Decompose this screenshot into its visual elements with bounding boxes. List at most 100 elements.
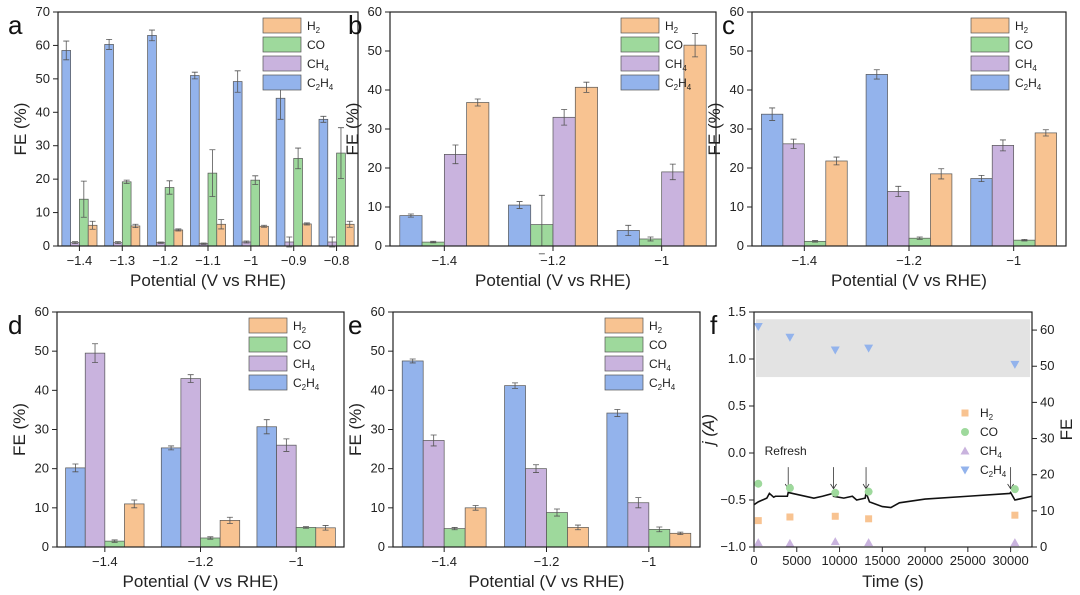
bar-H2-0 <box>466 102 490 247</box>
legend-label-CO: CO <box>307 38 325 52</box>
bar-H2-1 <box>567 527 589 548</box>
error-bar <box>63 40 70 61</box>
error-bar <box>243 240 250 244</box>
y-tick-label: 0 <box>42 539 49 554</box>
y2-tick-label: 30 <box>1040 431 1054 446</box>
error-bar <box>131 499 138 509</box>
error-bar <box>669 163 676 181</box>
bar-H2-2 <box>173 229 184 247</box>
error-bar <box>538 194 545 255</box>
x-tick-label: −1.2 <box>540 253 566 268</box>
error-bar <box>472 505 479 511</box>
panel-label: f <box>710 310 718 340</box>
legend-marker-CO <box>961 428 969 436</box>
bar-CH4-0 <box>782 143 805 247</box>
legend-label-H2: H2 <box>307 19 321 35</box>
plot-frame <box>751 11 1067 247</box>
panel-label: d <box>8 310 22 340</box>
bar-H2-1 <box>219 520 241 548</box>
point-CH4 <box>864 538 874 547</box>
y2-axis-label: FE <box>1057 419 1076 441</box>
x-tick-label: −1.2 <box>896 253 922 268</box>
error-bar <box>553 508 560 517</box>
error-bar <box>430 240 437 244</box>
bar-C2H4-4 <box>232 81 243 247</box>
error-bar <box>635 497 642 509</box>
x-tick-label: −1.4 <box>431 253 457 268</box>
bar-C2H4-0 <box>61 50 71 247</box>
legend-swatch-H2 <box>262 17 302 34</box>
legend-marker-H2 <box>961 409 969 417</box>
error-bar <box>187 374 194 383</box>
point-C2H4 <box>753 322 763 331</box>
point-C2H4 <box>785 333 795 342</box>
legend-label-H2: H2 <box>649 319 663 335</box>
x-tick-label: −1.1 <box>195 253 221 268</box>
x-tick-label: −1.3 <box>109 253 135 268</box>
error-bar <box>226 516 233 524</box>
y-axis-label: FE (%) <box>10 403 29 456</box>
legend-swatch-C2H4 <box>604 374 644 391</box>
bar-C2H4-2 <box>606 412 629 548</box>
error-bar <box>252 175 259 185</box>
point-CO <box>785 484 794 493</box>
legend-label-CH4: CH4 <box>665 57 687 73</box>
point-CO <box>831 488 840 497</box>
legend-label-H2: H2 <box>665 19 679 35</box>
y-tick-label: 30 <box>36 138 50 153</box>
error-bar <box>895 185 902 197</box>
bar-C2H4-0 <box>399 215 423 247</box>
error-bar <box>80 180 87 218</box>
x-tick-label: 25000 <box>950 553 986 568</box>
bar-C2H4-1 <box>865 74 888 247</box>
panel-b: b −1.4 −1.2 −1 0 10 20 30 40 50 60 Potential (V vs … <box>343 4 717 290</box>
point-H2 <box>865 515 873 523</box>
x-tick-label: 5000 <box>782 553 811 568</box>
error-bar <box>812 240 819 243</box>
refresh-arrow <box>862 467 870 490</box>
y-tick-label: 60 <box>35 304 49 319</box>
point-H2 <box>786 513 794 521</box>
y-tick-label: 40 <box>35 382 49 397</box>
bar-C2H4-0 <box>401 360 424 548</box>
bar-H2-1 <box>574 86 598 247</box>
x-axis-label: Time (s) <box>862 572 924 591</box>
error-bar <box>166 180 173 195</box>
error-bar <box>106 39 113 50</box>
legend-label-CH4: CH4 <box>1015 57 1037 73</box>
y-tick-label: 60 <box>371 304 385 319</box>
y2-tick-label: 50 <box>1040 358 1054 373</box>
bar-H2-1 <box>930 173 953 247</box>
error-bar <box>92 343 99 363</box>
legend: H2 CO CH4 C2H4 <box>604 317 676 392</box>
legend-swatch-CO <box>248 336 288 353</box>
error-bar <box>833 156 840 166</box>
legend-label-H2: H2 <box>293 319 307 335</box>
legend-label-CH4: CH4 <box>649 357 671 373</box>
y-tick-label: 0 <box>378 539 385 554</box>
point-H2 <box>754 517 762 525</box>
x-tick-label: 0 <box>750 553 757 568</box>
y2-tick-label: 40 <box>1040 394 1054 409</box>
bar-H2-2 <box>315 527 336 548</box>
point-C2H4 <box>864 344 874 353</box>
error-bar <box>320 115 327 123</box>
error-bar <box>407 213 414 218</box>
error-bar <box>123 179 130 184</box>
bar-CO-1 <box>121 181 132 247</box>
error-bar <box>916 236 923 240</box>
error-bar <box>647 236 654 242</box>
x-tick-label: −1.2 <box>188 554 214 569</box>
legend-swatch-H2 <box>620 17 660 34</box>
bar-H2-0 <box>825 160 848 247</box>
y-tick-label: 30 <box>368 121 382 136</box>
bar-C2H4-2 <box>970 178 993 247</box>
error-bar <box>114 241 121 245</box>
legend-swatch-CO <box>620 36 660 53</box>
point-CO <box>754 479 763 488</box>
bar-CO-4 <box>250 179 260 247</box>
bar-CH4-0 <box>443 154 467 247</box>
y-tick-label: 40 <box>36 104 50 119</box>
x-tick-label: −1 <box>641 554 656 569</box>
